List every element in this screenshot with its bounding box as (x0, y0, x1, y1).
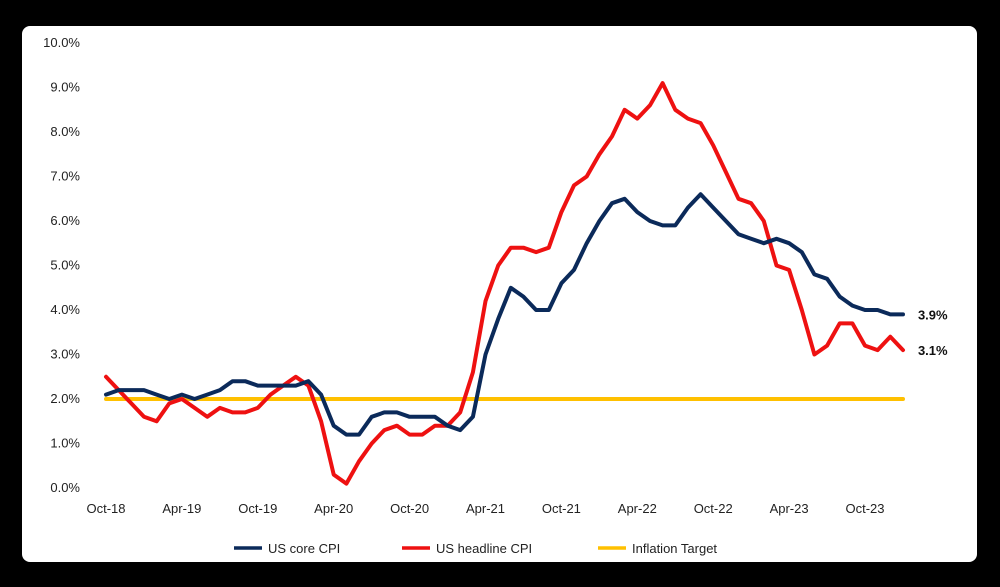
x-tick-label: Apr-19 (162, 501, 201, 516)
end-labels: 3.9% 3.1% (918, 307, 948, 358)
x-tick-label: Apr-23 (770, 501, 809, 516)
y-tick-label: 9.0% (50, 80, 80, 95)
x-tick-label: Oct-23 (845, 501, 884, 516)
end-value-label: 3.1% (918, 343, 948, 358)
x-tick-label: Apr-22 (618, 501, 657, 516)
chart-card: 0.0% 1.0% 2.0% 3.0% 4.0% 5.0% 6.0% 7.0% 8.0% 9.0%… (22, 26, 977, 562)
legend-label: US headline CPI (436, 541, 532, 556)
x-tick-label: Apr-21 (466, 501, 505, 516)
x-tick-label: Oct-20 (390, 501, 429, 516)
x-tick-label: Oct-18 (86, 501, 125, 516)
y-tick-label: 8.0% (50, 124, 80, 139)
end-value-label: 3.9% (918, 307, 948, 322)
legend-label: Inflation Target (632, 541, 717, 556)
series-line-us-core-cpi (104, 192, 905, 437)
y-tick-label: 6.0% (50, 213, 80, 228)
x-axis: Oct-18 Apr-19 Oct-19 Apr-20 Oct-20 Apr-21 Oct-… (86, 501, 884, 516)
x-tick-label: Apr-20 (314, 501, 353, 516)
x-tick-label: Oct-21 (542, 501, 581, 516)
y-tick-label: 0.0% (50, 480, 80, 495)
x-tick-label: Oct-19 (238, 501, 277, 516)
legend: US core CPI US headline CPI Inflation Targ… (234, 541, 717, 556)
y-tick-label: 10.0% (43, 35, 80, 50)
y-axis: 0.0% 1.0% 2.0% 3.0% 4.0% 5.0% 6.0% 7.0% 8.0% 9.0%… (43, 35, 80, 495)
y-tick-label: 3.0% (50, 347, 80, 362)
y-tick-label: 4.0% (50, 302, 80, 317)
y-tick-label: 2.0% (50, 391, 80, 406)
series-lines (104, 81, 905, 486)
series-line-us-headline-cpi (104, 81, 905, 486)
legend-label: US core CPI (268, 541, 340, 556)
x-tick-label: Oct-22 (694, 501, 733, 516)
y-tick-label: 5.0% (50, 258, 80, 273)
y-tick-label: 7.0% (50, 169, 80, 184)
y-tick-label: 1.0% (50, 436, 80, 451)
line-chart: 0.0% 1.0% 2.0% 3.0% 4.0% 5.0% 6.0% 7.0% 8.0% 9.0%… (43, 35, 948, 556)
